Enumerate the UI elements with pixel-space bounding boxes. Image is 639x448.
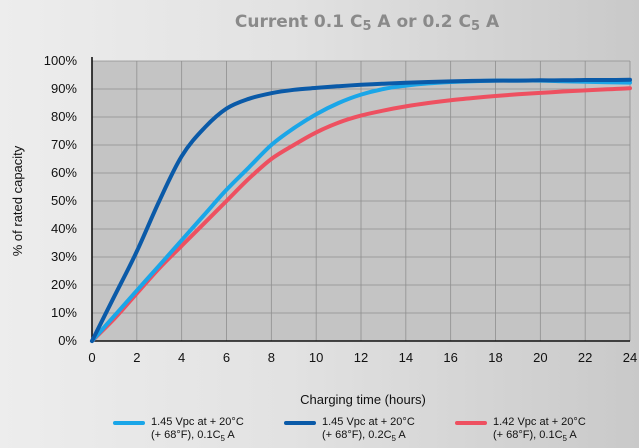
- x-axis-label: Charging time (hours): [300, 392, 426, 407]
- legend-label-line1: 1.42 Vpc at + 20°C: [493, 416, 586, 428]
- x-tick-label: 18: [488, 350, 502, 365]
- legend-label: 1.45 Vpc at + 20°C (+ 68°F), 0.1C5 A: [151, 416, 244, 445]
- legend-label: 1.45 Vpc at + 20°C (+ 68°F), 0.2C5 A: [322, 416, 415, 445]
- y-tick-label: 0%: [58, 333, 77, 348]
- x-tick-label: 4: [178, 350, 185, 365]
- legend-label-line1: 1.45 Vpc at + 20°C: [151, 416, 244, 428]
- axes: [91, 57, 630, 342]
- legend-swatch: [284, 421, 316, 425]
- x-tick-label: 16: [443, 350, 457, 365]
- y-tick-label: 100%: [44, 53, 78, 68]
- y-tick-label: 60%: [51, 165, 77, 180]
- y-tick-label: 30%: [51, 249, 77, 264]
- y-tick-label: 90%: [51, 81, 77, 96]
- x-tick-label: 6: [223, 350, 230, 365]
- x-tick-label: 12: [354, 350, 368, 365]
- y-tick-label: 50%: [51, 193, 77, 208]
- y-tick-label: 80%: [51, 109, 77, 124]
- y-tick-label: 10%: [51, 305, 77, 320]
- x-tick-label: 10: [309, 350, 323, 365]
- x-tick-labels: 0 2 4 6 8 10 12 14 16 18 20 22 24: [88, 350, 637, 365]
- y-tick-label: 20%: [51, 277, 77, 292]
- y-tick-label: 70%: [51, 137, 77, 152]
- legend-label-line1: 1.45 Vpc at + 20°C: [322, 416, 415, 428]
- x-tick-label: 8: [268, 350, 275, 365]
- y-axis-label: % of rated capacity: [10, 145, 25, 256]
- legend-label-line2: (+ 68°F), 0.2C5 A: [322, 429, 406, 444]
- legend: 1.45 Vpc at + 20°C (+ 68°F), 0.1C5 A 1.45 …: [0, 416, 639, 448]
- y-tick-label: 40%: [51, 221, 77, 236]
- legend-swatch: [455, 421, 487, 425]
- x-tick-label: 20: [533, 350, 547, 365]
- series-line-3: [90, 86, 632, 343]
- legend-swatch: [113, 421, 145, 425]
- y-tick-labels: 0% 10% 20% 30% 40% 50% 60% 70% 80% 90% 100%: [44, 53, 78, 348]
- legend-label-line2: (+ 68°F), 0.1C5 A: [151, 429, 235, 444]
- legend-label-line2: (+ 68°F), 0.1C5 A: [493, 429, 577, 444]
- x-tick-label: 2: [133, 350, 140, 365]
- x-tick-label: 24: [623, 350, 637, 365]
- chart-title: Current 0.1 C5 A or 0.2 C5 A: [235, 12, 500, 34]
- series-line-2: [90, 77, 632, 343]
- series-group: [90, 77, 632, 343]
- legend-label: 1.42 Vpc at + 20°C (+ 68°F), 0.1C5 A: [493, 416, 586, 445]
- x-tick-label: 0: [88, 350, 95, 365]
- x-tick-label: 14: [399, 350, 413, 365]
- x-tick-label: 22: [578, 350, 592, 365]
